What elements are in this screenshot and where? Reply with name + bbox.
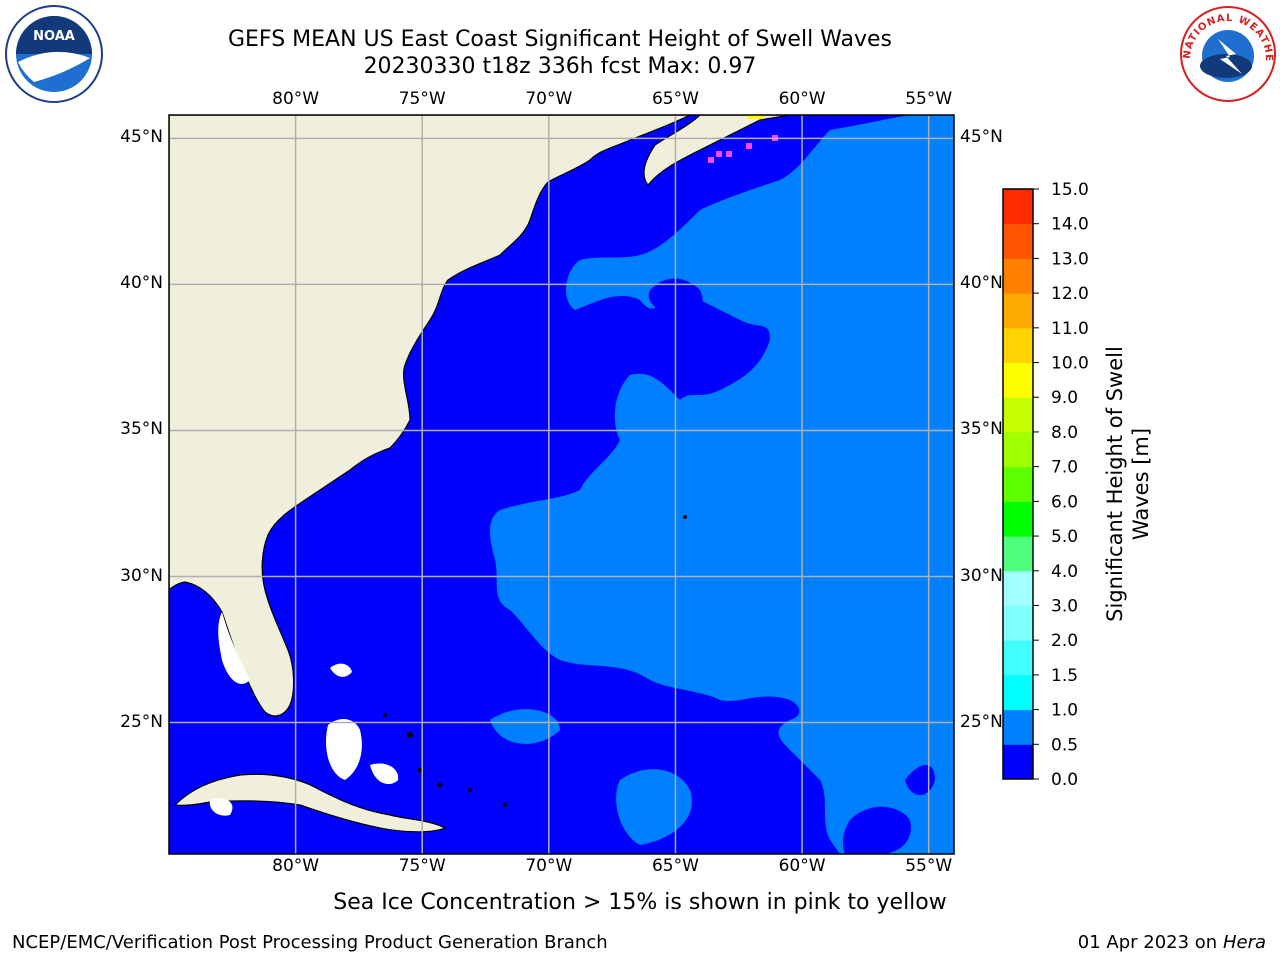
colorbar-swatch	[1003, 501, 1033, 537]
lon-label-top: 65°W	[651, 89, 699, 109]
sea-mid-region	[490, 115, 954, 854]
colorbar-tick-label: 12.0	[1051, 284, 1089, 304]
colorbar-swatch	[1003, 293, 1033, 329]
lat-label-left: 30°N	[120, 565, 163, 586]
colorbar-tick-label: 5.0	[1051, 527, 1078, 547]
svg-text:NOAA: NOAA	[33, 29, 75, 44]
colorbar-tick-label: 13.0	[1051, 249, 1089, 269]
lon-label-top: 80°W	[272, 89, 320, 109]
footer-host: Hera	[1222, 932, 1266, 953]
lon-label-top: 55°W	[905, 89, 953, 109]
colorbar-swatch	[1003, 605, 1033, 641]
lon-label-bottom: 80°W	[272, 856, 320, 876]
lon-label-bottom: 75°W	[398, 856, 446, 876]
colorbar-tick-label: 0.5	[1051, 735, 1078, 755]
lat-label-right: 30°N	[960, 565, 1003, 586]
colorbar-swatch	[1003, 536, 1033, 572]
lon-label-top: 60°W	[778, 89, 826, 109]
lat-label-right: 25°N	[960, 711, 1003, 732]
lat-label-left: 45°N	[120, 127, 163, 148]
colorbar-swatch	[1003, 223, 1033, 259]
colorbar-swatch	[1003, 674, 1033, 711]
sea-ice-caption: Sea Ice Concentration > 15% is shown in …	[333, 890, 947, 915]
lon-label-top: 70°W	[525, 89, 573, 109]
colorbar-tick-label: 2.0	[1051, 631, 1078, 651]
lat-label-left: 35°N	[120, 419, 163, 440]
lon-label-bottom: 70°W	[525, 856, 573, 876]
colorbar-tick-label: 1.5	[1051, 666, 1078, 686]
map-frame	[168, 114, 955, 855]
footer-branch: NCEP/EMC/Verification Post Processing Pr…	[12, 932, 608, 953]
colorbar-title: Significant Height of Swell	[1103, 346, 1127, 622]
colorbar-swatch	[1003, 640, 1033, 676]
lon-label-bottom: 65°W	[651, 856, 699, 876]
north-america-landmass	[169, 115, 691, 717]
colorbar-swatch	[1003, 189, 1033, 225]
colorbar-tick-label: 3.0	[1051, 596, 1078, 616]
lat-label-left: 25°N	[120, 711, 163, 732]
colorbar: 0.0 0.5 1.0 1.5 2.0 3.0 4.0 5.0 6.0 7.0 8.0 9.0 10.0…	[1002, 180, 1153, 790]
lon-label-top: 75°W	[398, 89, 446, 109]
colorbar-swatch	[1003, 397, 1033, 433]
lon-label-bottom: 55°W	[905, 856, 953, 876]
colorbar-tick-label: 14.0	[1051, 215, 1089, 235]
colorbar-swatch	[1003, 327, 1033, 364]
colorbar-title: Waves [m]	[1129, 428, 1153, 540]
lat-label-left: 40°N	[120, 273, 163, 294]
footer-date: 01 Apr 2023 on Hera	[1078, 932, 1266, 953]
colorbar-tick-label: 9.0	[1051, 388, 1078, 408]
colorbar-swatch	[1003, 709, 1033, 745]
colorbar-tick-label: 6.0	[1051, 492, 1078, 512]
noaa-logo: NOAA	[4, 4, 104, 108]
colorbar-tick-label: 1.0	[1051, 701, 1078, 721]
colorbar-swatch	[1003, 466, 1033, 502]
colorbar-tick-label: 11.0	[1051, 319, 1089, 339]
colorbar-swatch	[1003, 570, 1033, 606]
colorbar-tick-label: 4.0	[1051, 562, 1078, 582]
lat-label-right: 35°N	[960, 419, 1003, 440]
lon-label-bottom: 60°W	[778, 856, 826, 876]
colorbar-frame	[1002, 188, 1034, 780]
footer-date-text: 01 Apr 2023 on	[1077, 932, 1223, 953]
colorbar-swatch	[1003, 362, 1033, 398]
map-title: GEFS MEAN US East Coast Significant Heig…	[227, 27, 893, 52]
colorbar-tick-label: 8.0	[1051, 423, 1078, 443]
colorbar-swatch	[1003, 744, 1033, 780]
lat-label-right: 45°N	[960, 127, 1003, 148]
lat-label-right: 40°N	[960, 273, 1003, 294]
colorbar-tick-label: 15.0	[1051, 180, 1089, 200]
colorbar-tick-label: 0.0	[1051, 770, 1078, 790]
colorbar-tick-label: 10.0	[1051, 354, 1089, 374]
colorbar-swatch	[1003, 258, 1033, 294]
cuba-landmass	[173, 773, 447, 833]
map-subtitle: 20230330 t18z 336h fcst Max: 0.97	[363, 54, 757, 79]
nws-logo: NATIONAL WEATHER SERVICE	[1174, 0, 1278, 108]
map-gridlines	[169, 115, 954, 854]
colorbar-tick-label: 7.0	[1051, 458, 1078, 478]
colorbar-swatch	[1003, 431, 1033, 468]
